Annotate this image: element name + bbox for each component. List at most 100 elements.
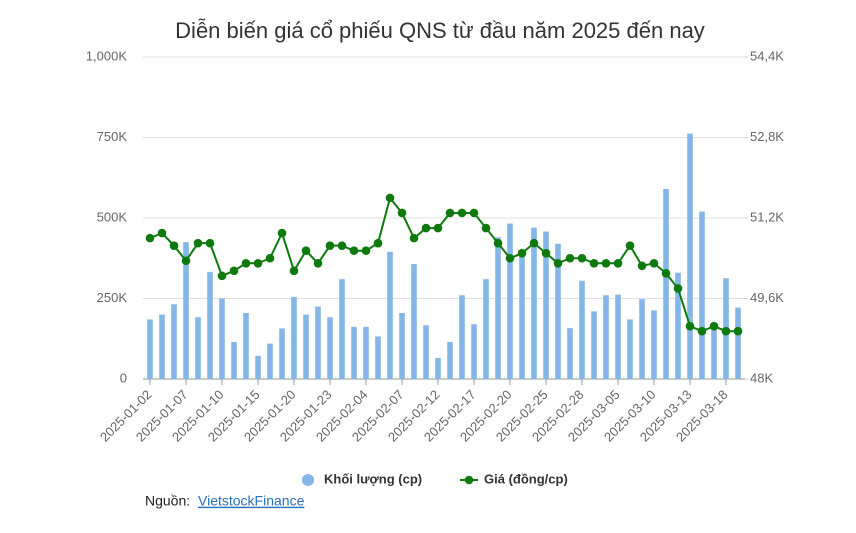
volume-bar bbox=[327, 317, 333, 379]
y2-tick-label: 49,6K bbox=[750, 290, 784, 305]
y2-tick-label: 51,2K bbox=[750, 209, 784, 224]
volume-bar bbox=[243, 312, 249, 379]
price-point bbox=[565, 253, 575, 263]
price-point bbox=[229, 266, 239, 276]
price-point bbox=[361, 246, 371, 256]
volume-bar bbox=[579, 280, 585, 379]
volume-bar bbox=[459, 295, 465, 379]
volume-bar bbox=[555, 243, 561, 379]
volume-bar bbox=[351, 326, 357, 379]
volume-bar bbox=[495, 237, 501, 379]
volume-bar bbox=[675, 272, 681, 379]
volume-bar bbox=[507, 223, 513, 379]
volume-bar bbox=[315, 306, 321, 379]
volume-bar bbox=[195, 317, 201, 379]
price-point bbox=[217, 271, 227, 281]
price-point bbox=[277, 228, 287, 238]
price-point bbox=[325, 241, 335, 250]
volume-bar bbox=[231, 341, 237, 379]
volume-bar bbox=[423, 325, 429, 379]
volume-bar bbox=[615, 294, 621, 379]
volume-bar bbox=[363, 326, 369, 379]
volume-bar bbox=[639, 299, 645, 379]
price-point bbox=[517, 248, 527, 258]
price-point bbox=[673, 284, 683, 293]
volume-bar bbox=[687, 133, 693, 379]
volume-bar bbox=[411, 264, 417, 379]
volume-bar bbox=[255, 355, 261, 379]
price-point bbox=[181, 256, 191, 266]
volume-bar bbox=[483, 279, 489, 379]
price-point bbox=[709, 321, 719, 331]
price-point bbox=[253, 258, 263, 268]
price-point bbox=[661, 269, 671, 278]
price-point bbox=[697, 326, 707, 336]
price-point bbox=[481, 223, 491, 233]
price-point bbox=[301, 246, 311, 256]
legend-label: Khối lượng (cp) bbox=[324, 471, 422, 486]
price-point bbox=[601, 258, 611, 268]
price-point bbox=[493, 238, 503, 248]
volume-bar bbox=[531, 227, 537, 379]
y2-tick-label: 54,4K bbox=[750, 48, 784, 63]
price-point bbox=[577, 253, 587, 263]
price-point bbox=[373, 238, 383, 248]
price-point bbox=[409, 233, 419, 243]
volume-bar bbox=[651, 310, 657, 379]
volume-bar bbox=[591, 311, 597, 379]
price-point bbox=[421, 223, 431, 233]
price-point bbox=[313, 258, 323, 268]
volume-bar bbox=[663, 189, 669, 379]
volume-bar bbox=[447, 341, 453, 379]
price-point bbox=[505, 253, 515, 263]
price-point bbox=[289, 266, 299, 276]
volume-bar bbox=[519, 250, 525, 379]
y-tick-label: 750K bbox=[97, 129, 128, 144]
legend-marker bbox=[464, 475, 474, 485]
volume-bar bbox=[171, 304, 177, 379]
chart-title: Diễn biến giá cổ phiếu QNS từ đầu năm 20… bbox=[175, 18, 705, 43]
volume-bar bbox=[147, 319, 153, 379]
source-label: Nguồn: bbox=[145, 493, 190, 509]
price-point bbox=[589, 258, 599, 268]
volume-bar bbox=[603, 295, 609, 379]
volume-bar bbox=[291, 296, 297, 379]
price-point bbox=[145, 233, 155, 243]
volume-bar bbox=[303, 314, 309, 379]
volume-bar bbox=[183, 242, 189, 379]
price-point bbox=[157, 228, 167, 238]
volume-bar bbox=[339, 279, 345, 379]
volume-bar bbox=[159, 314, 165, 379]
volume-bar bbox=[711, 324, 717, 379]
price-point bbox=[397, 208, 407, 218]
volume-bar bbox=[267, 343, 273, 379]
price-point bbox=[457, 208, 467, 218]
volume-bar bbox=[627, 319, 633, 379]
price-point bbox=[625, 241, 635, 250]
price-point bbox=[349, 246, 359, 256]
volume-bar bbox=[399, 312, 405, 379]
volume-bar bbox=[471, 324, 477, 379]
price-point bbox=[445, 208, 455, 218]
source-link[interactable]: VietstockFinance bbox=[198, 493, 305, 509]
y-tick-label: 250K bbox=[97, 290, 128, 305]
volume-bar bbox=[387, 251, 393, 379]
volume-bar bbox=[699, 211, 705, 379]
price-point bbox=[433, 223, 443, 233]
price-point bbox=[685, 321, 695, 331]
volume-bar bbox=[219, 298, 225, 379]
price-point bbox=[541, 248, 551, 258]
legend-marker bbox=[302, 474, 314, 486]
volume-bar bbox=[375, 336, 381, 379]
y-tick-label: 500K bbox=[97, 209, 128, 224]
price-point bbox=[385, 193, 395, 203]
price-point bbox=[733, 326, 743, 336]
price-point bbox=[337, 241, 347, 250]
price-point bbox=[637, 261, 647, 271]
price-point bbox=[193, 238, 203, 248]
volume-bar bbox=[435, 358, 441, 379]
price-point bbox=[169, 241, 179, 250]
volume-bar bbox=[279, 328, 285, 379]
price-point bbox=[205, 238, 215, 248]
